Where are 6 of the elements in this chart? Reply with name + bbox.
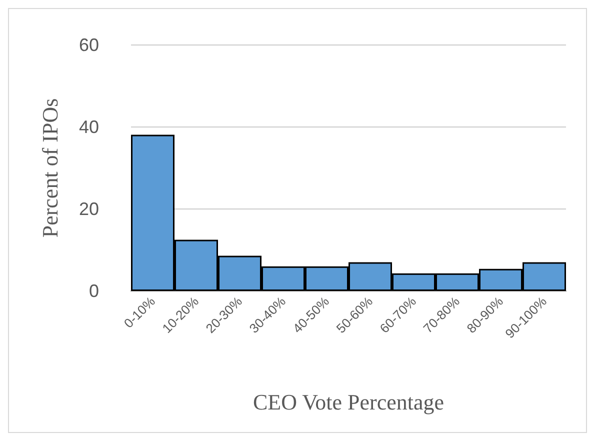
x-axis-title: CEO Vote Percentage [252, 390, 444, 414]
y-tick-label: 60 [78, 35, 99, 55]
y-tick-label: 20 [78, 199, 99, 219]
y-tick-label: 0 [88, 281, 99, 301]
y-tick-label: 40 [78, 117, 99, 137]
y-axis-title: Percent of IPOs [38, 98, 62, 238]
